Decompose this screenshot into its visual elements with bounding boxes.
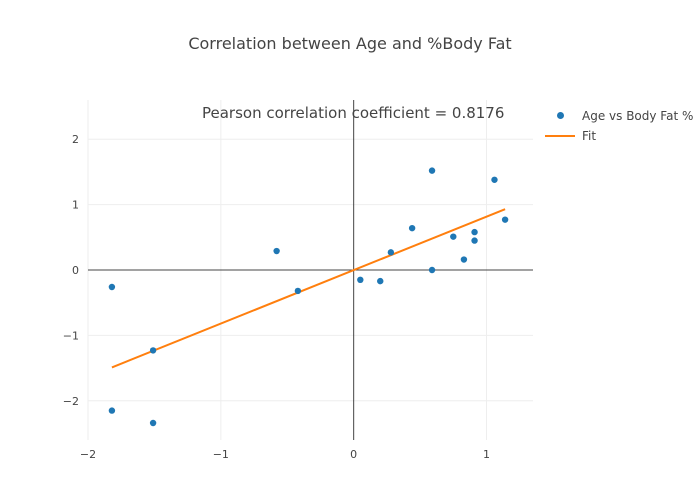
legend-label-scatter: Age vs Body Fat % bbox=[582, 109, 694, 123]
y-tick-label: −1 bbox=[63, 329, 79, 342]
y-tick-label: −2 bbox=[63, 395, 79, 408]
scatter-point bbox=[149, 419, 157, 427]
scatter-point bbox=[377, 277, 384, 285]
legend-item-fit[interactable]: Fit bbox=[545, 126, 693, 146]
tick-labels: −2 −1 0 1 −2 −1 0 1 2 bbox=[63, 133, 490, 461]
scatter-point bbox=[471, 228, 478, 236]
scatter-point bbox=[491, 176, 498, 183]
scatter-point bbox=[408, 224, 416, 232]
fit-line bbox=[111, 208, 506, 369]
scatter-point bbox=[387, 249, 395, 256]
scatter-point bbox=[294, 287, 302, 295]
scatter-point bbox=[428, 167, 436, 174]
y-tick-label: 0 bbox=[72, 264, 79, 277]
legend: Age vs Body Fat % Fit bbox=[545, 106, 693, 146]
y-tick-label: 1 bbox=[72, 199, 79, 212]
legend-line-icon bbox=[545, 129, 575, 143]
chart-title: Correlation between Age and %Body Fat bbox=[188, 34, 512, 53]
gridlines bbox=[87, 100, 533, 440]
legend-marker-icon bbox=[545, 109, 575, 123]
x-tick-label: −1 bbox=[213, 448, 229, 461]
scatter-point bbox=[471, 237, 478, 244]
x-tick-label: −2 bbox=[80, 448, 96, 461]
scatter-point bbox=[460, 256, 468, 263]
x-tick-label: 1 bbox=[483, 448, 490, 461]
scatter-point bbox=[149, 347, 157, 354]
x-tick-label: 0 bbox=[350, 448, 357, 461]
zero-lines bbox=[88, 100, 533, 440]
y-tick-label: 2 bbox=[72, 133, 79, 146]
scatter-point bbox=[108, 283, 116, 291]
fit-line-layer bbox=[111, 208, 506, 369]
pearson-annotation: Pearson correlation coefficient = 0.8176 bbox=[202, 104, 505, 122]
scatter-point bbox=[357, 276, 364, 284]
scatter-point bbox=[501, 216, 509, 223]
scatter-point bbox=[108, 407, 116, 414]
legend-item-scatter[interactable]: Age vs Body Fat % bbox=[545, 106, 693, 126]
scatter-points-layer bbox=[108, 167, 509, 427]
scatter-point bbox=[273, 247, 280, 255]
scatter-point bbox=[428, 266, 436, 274]
scatter-point bbox=[450, 233, 457, 240]
legend-label-fit: Fit bbox=[582, 129, 597, 143]
